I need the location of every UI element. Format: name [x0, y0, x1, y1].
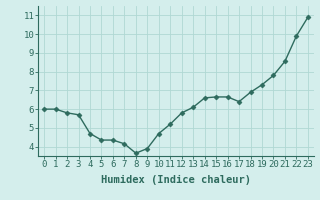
X-axis label: Humidex (Indice chaleur): Humidex (Indice chaleur) — [101, 175, 251, 185]
